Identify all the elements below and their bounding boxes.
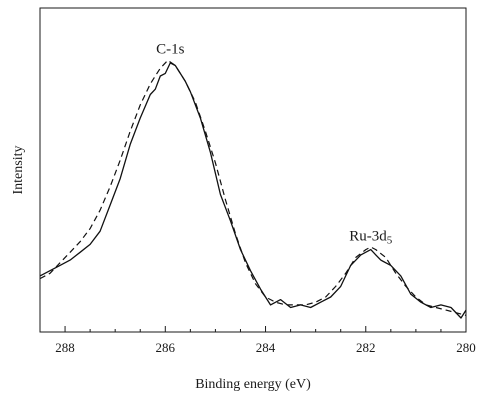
x-tick-label: 288 — [55, 340, 75, 355]
x-tick-label: 280 — [456, 340, 476, 355]
x-tick-label: 282 — [356, 340, 376, 355]
x-tick-label: 284 — [256, 340, 276, 355]
plot-frame — [39, 7, 467, 333]
x-axis-label: Binding energy (eV) — [195, 377, 311, 392]
x-tick-label: 286 — [156, 340, 176, 355]
y-axis-label: Intensity — [11, 146, 26, 195]
peak-label: Ru-3d5 — [349, 228, 393, 246]
series-layer — [39, 59, 467, 319]
annotation-layer: C-1s Ru-3d5 — [156, 42, 393, 247]
x-axis-ticks: 288 286 284 282 280 — [39, 326, 476, 355]
peak-label: C-1s — [156, 42, 185, 58]
fit-curve-dashed — [39, 59, 467, 316]
